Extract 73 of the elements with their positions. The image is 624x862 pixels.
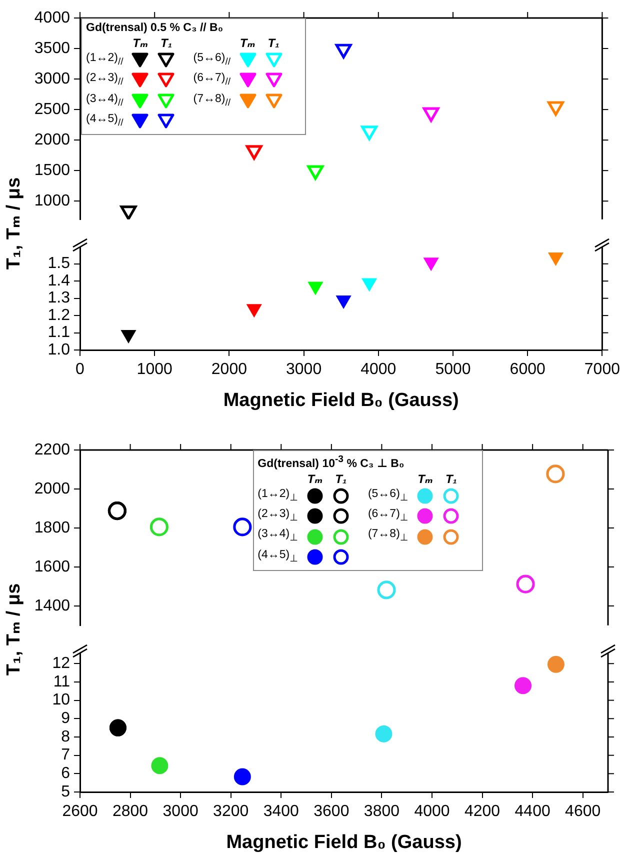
- x-tick-label: 3200: [213, 803, 249, 820]
- y-tick-label: 1800: [34, 519, 70, 536]
- x-tick-label: 5000: [435, 361, 471, 378]
- x-tick-label: 7000: [584, 361, 620, 378]
- y-axis-title: T₁, Tₘ / μs: [2, 583, 26, 676]
- x-tick-label: 0: [76, 361, 85, 378]
- x-tick-label: 4000: [360, 361, 396, 378]
- x-tick-label: 2600: [62, 803, 98, 820]
- y-tick-label: 5: [61, 783, 70, 800]
- y-tick-label: 1.5: [48, 255, 70, 272]
- y-tick-label: 1500: [34, 162, 70, 179]
- legend-label: (7↔8)$_{//}$: [193, 92, 232, 110]
- legend-title: Gd(trensal) 0.5 % C₃ // B₀: [86, 22, 224, 34]
- y-tick-label: 1400: [34, 597, 70, 614]
- legend-label: (6↔7)$_{⊥}$: [368, 507, 410, 526]
- x-tick-label: 1000: [136, 361, 172, 378]
- legend-label: (4↔5)$_{//}$: [86, 112, 124, 130]
- x-tick-label: 2800: [112, 803, 148, 820]
- legend-label: (5↔6)$_{//}$: [193, 51, 232, 70]
- legend-label: (1↔2)$_{⊥}$: [258, 486, 299, 506]
- y-tick-label: 1.4: [48, 272, 70, 290]
- text: Tₘ: [240, 36, 256, 50]
- annotation: Tₘ: [306, 472, 324, 486]
- y-tick-label: 8: [61, 728, 70, 746]
- legend-label: (7↔8)$_{⊥}$: [368, 527, 410, 546]
- legend-label: (3↔4)$_{//}$: [86, 92, 124, 110]
- x-tick-label: 3000: [162, 803, 198, 820]
- y-tick-label: 11: [53, 673, 70, 690]
- y-tick-label: 1.0: [48, 341, 70, 358]
- x-tick-label: 6000: [510, 361, 546, 378]
- x-tick-label: 3800: [364, 803, 400, 820]
- text: T₁: [445, 472, 458, 486]
- y-tick-label: 2200: [34, 441, 70, 458]
- y-tick-label: 2000: [34, 131, 70, 148]
- x-tick-label: 3000: [286, 361, 322, 378]
- y-tick-label: 1.1: [48, 324, 70, 342]
- x-tick-label: 3600: [314, 803, 350, 820]
- x-tick-label: 4400: [514, 803, 550, 820]
- legend-label: (3↔4)$_{⊥}$: [258, 527, 299, 546]
- y-tick-label: 1000: [34, 192, 70, 210]
- annotation: Tₘ: [132, 36, 149, 50]
- y-tick-label: 6: [61, 765, 70, 782]
- annotation: T₁: [160, 36, 174, 50]
- y-tick-label: 7: [61, 746, 70, 764]
- y-tick-label: 12: [52, 655, 70, 672]
- y-tick-label: 3500: [34, 40, 70, 57]
- y-tick-label: 10: [52, 692, 70, 709]
- x-axis-title: Magnetic Field B₀ (Gauss): [223, 390, 459, 411]
- y-axis-title: T₁, Tₘ / μs: [2, 177, 26, 270]
- x-tick-label: 2000: [211, 361, 248, 378]
- x-tick-label: 4000: [414, 803, 450, 820]
- text: Tₘ: [418, 472, 433, 486]
- text: T₁: [268, 36, 280, 50]
- annotation: T₁: [334, 472, 348, 486]
- x-tick-label: 4200: [464, 803, 500, 820]
- y-tick-label: 4000: [34, 9, 70, 26]
- legend-label: (5↔6)$_{⊥}$: [368, 486, 410, 506]
- y-tick-label: 3000: [34, 70, 70, 88]
- legend-title: Gd(trensal) 10$^{-3}$ % C₃ ⊥ B₀: [258, 454, 406, 470]
- y-tick-label: 1.3: [48, 290, 70, 307]
- y-tick-label: 1600: [34, 558, 70, 576]
- legend-label: (2↔3)$_{//}$: [86, 71, 124, 90]
- y-tick-label: 9: [61, 710, 70, 728]
- legend-label: (1↔2)$_{//}$: [86, 51, 124, 70]
- legend-label: (4↔5)$_{⊥}$: [258, 548, 299, 566]
- x-tick-label: 3400: [263, 803, 300, 820]
- y-tick-label: 1.2: [48, 306, 70, 324]
- x-axis-title: Magnetic Field B₀ (Gauss): [226, 832, 462, 853]
- x-tick-label: 4600: [565, 803, 601, 820]
- y-tick-label: 2000: [34, 480, 70, 498]
- y-tick-label: 2500: [34, 100, 70, 118]
- legend-label: (2↔3)$_{⊥}$: [258, 507, 299, 526]
- legend-label: (6↔7)$_{//}$: [193, 71, 232, 90]
